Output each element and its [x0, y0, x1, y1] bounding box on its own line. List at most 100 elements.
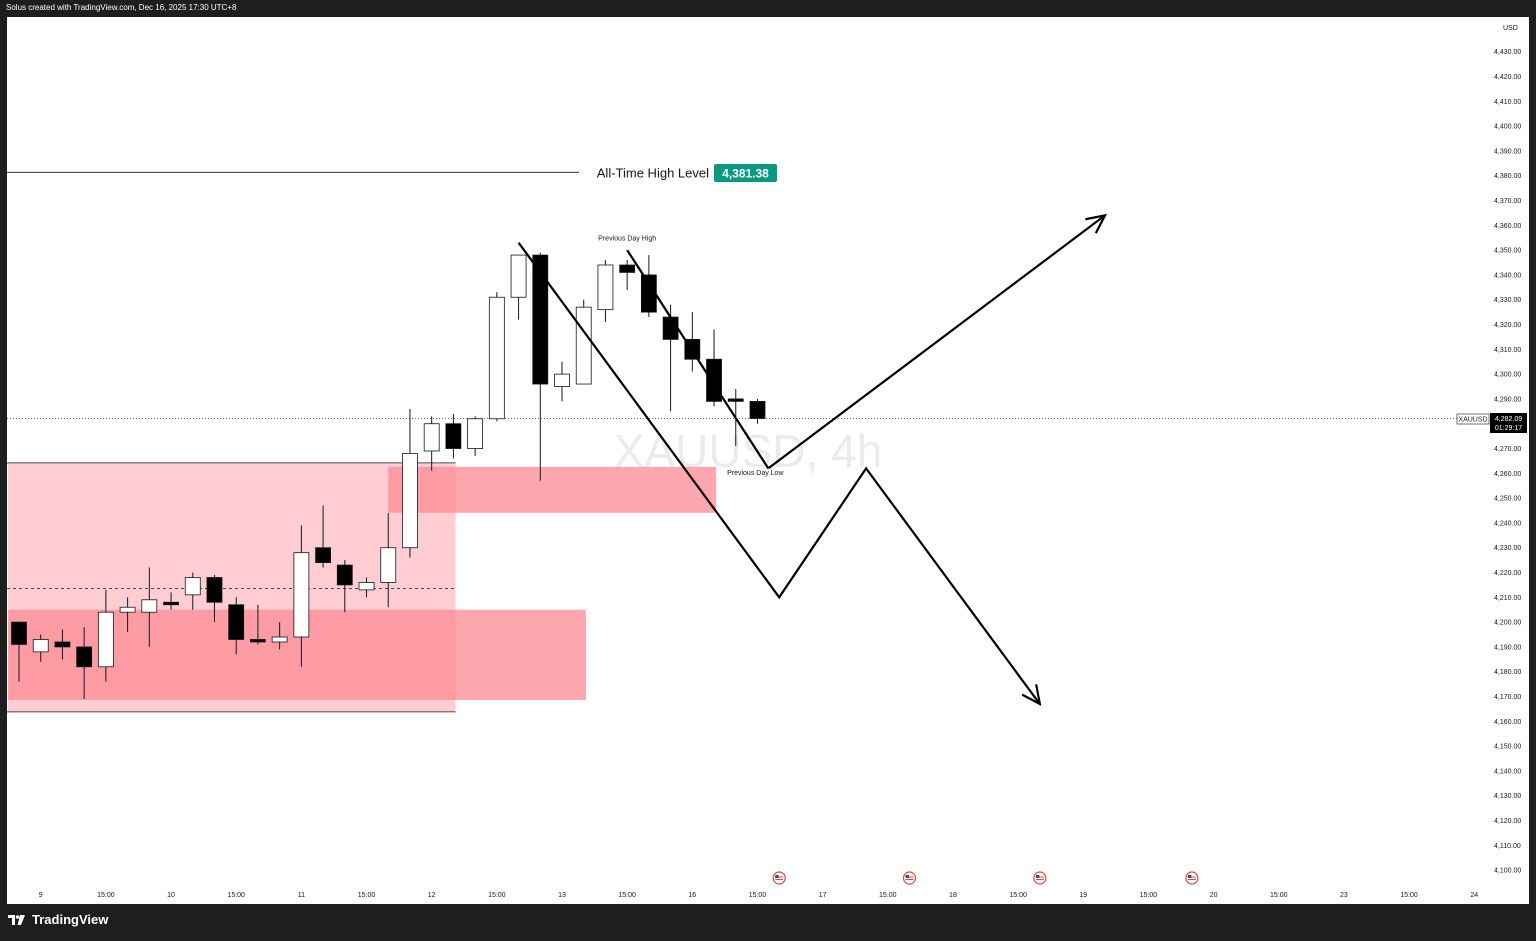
flag-canton: [1187, 875, 1192, 878]
economic-events[interactable]: [772, 871, 1199, 885]
candle-body: [402, 453, 418, 549]
candle-body: [749, 400, 766, 419]
flag-canton: [775, 875, 779, 878]
us-flag-event-icon[interactable]: [902, 871, 917, 885]
flag-field: [1187, 875, 1196, 881]
candle-body: [532, 254, 549, 385]
current-price-marker: XAUUSD 4,282.09 01:29:17: [1456, 413, 1527, 433]
bar-countdown: 01:29:17: [1495, 425, 1522, 432]
price-axis[interactable]: [1489, 17, 1529, 885]
footer-bar: [0, 905, 1536, 941]
candle-body: [467, 418, 484, 449]
candle-body: [445, 423, 462, 449]
candle-body: [228, 604, 245, 640]
price-tick-label: 4,260.00: [1494, 471, 1521, 478]
candle: [97, 589, 114, 682]
time-tick-label: 15:00: [1270, 892, 1288, 899]
flag-field: [905, 875, 914, 881]
snapshot-caption: Solus created with TradingView.com, Dec …: [6, 3, 237, 12]
time-tick-label: 23: [1340, 892, 1348, 899]
candle-body: [554, 373, 570, 387]
candle: [163, 592, 179, 610]
price-tick-label: 4,150.00: [1494, 744, 1521, 751]
flag-field: [1035, 875, 1044, 881]
ath-value: 4,381.38: [722, 167, 769, 181]
us-flag-event-icon[interactable]: [1033, 871, 1047, 885]
time-tick-label: 16: [688, 892, 696, 899]
time-tick-label: 18: [949, 892, 957, 899]
reference-lines: [7, 171, 1489, 589]
candle: [271, 622, 288, 650]
candle-body: [250, 639, 266, 643]
us-flag-event-icon[interactable]: [772, 871, 786, 885]
price-tick-label: 4,340.00: [1494, 272, 1521, 279]
candle: [597, 260, 614, 323]
candle: [184, 572, 201, 610]
price-tick-label: 4,330.00: [1494, 297, 1521, 304]
candle: [293, 525, 310, 667]
price-tick-label: 4,220.00: [1494, 570, 1521, 577]
bullish-arrowhead: [1085, 213, 1108, 234]
time-axis[interactable]: [7, 885, 1529, 904]
candle-body: [97, 611, 114, 668]
ath-badge: [714, 164, 777, 182]
plot-area[interactable]: [7, 17, 1489, 885]
candle: [206, 575, 223, 623]
tradingview-logo-icon: [8, 914, 25, 925]
candle-body: [271, 636, 288, 643]
candle: [32, 634, 49, 662]
candle-body: [597, 264, 614, 311]
price-tick-label: 4,350.00: [1494, 248, 1521, 255]
candle-body: [380, 547, 397, 583]
price-tick-label: 4,130.00: [1494, 793, 1521, 800]
price-tick-label: 4,430.00: [1494, 49, 1521, 56]
drawings: [517, 213, 1108, 706]
candle: [54, 629, 71, 660]
flag-canton: [1035, 875, 1040, 878]
price-tick-label: 4,250.00: [1494, 496, 1521, 503]
time-tick-label: 15:00: [749, 892, 767, 899]
us-flag-event-icon[interactable]: [1185, 871, 1199, 885]
candle-body: [119, 606, 136, 613]
time-tick-label: 9: [39, 892, 43, 899]
price-tick-label: 4,240.00: [1494, 520, 1521, 527]
price-tick-label: 4,310.00: [1494, 347, 1521, 354]
candle-body: [206, 577, 223, 603]
candle: [358, 577, 375, 598]
price-tick-label: 4,420.00: [1494, 74, 1521, 81]
brand[interactable]: TradingView: [8, 912, 108, 927]
previous-day-low-label: Previous Day Low: [727, 470, 784, 477]
time-tick-label: 13: [558, 892, 566, 899]
price-tick-label: 4,200.00: [1494, 620, 1521, 627]
time-tick-label: 15:00: [488, 892, 506, 899]
time-tick-label: 15:00: [358, 892, 376, 899]
candle: [467, 416, 484, 456]
currency-label: USD: [1503, 25, 1518, 32]
candle-body: [727, 398, 744, 402]
candle: [749, 398, 766, 424]
candle-body: [54, 641, 71, 648]
candle: [141, 567, 158, 647]
time-tick-label: 15:00: [618, 892, 636, 899]
price-tick-label: 4,180.00: [1494, 669, 1521, 676]
price-tick-label: 4,160.00: [1494, 719, 1521, 726]
price-tick-label: 4,230.00: [1494, 545, 1521, 552]
flag-field: [775, 875, 784, 881]
bearish-projection-path: [517, 242, 1041, 705]
price-tick-label: 4,140.00: [1494, 768, 1521, 775]
price-tick-label: 4,170.00: [1494, 694, 1521, 701]
all-time-high-marker: All-Time High Level 4,381.38: [597, 164, 777, 182]
brand-name: TradingView: [32, 912, 109, 927]
candle-body: [32, 639, 49, 653]
price-tick-label: 4,370.00: [1494, 198, 1521, 205]
price-tick-label: 4,390.00: [1494, 148, 1521, 155]
price-axis-ticks: USD 4,100.00 4,110.00 4,120.00 4,130.00 4,14…: [1494, 25, 1521, 875]
time-tick-label: 17: [819, 892, 827, 899]
price-tick-label: 4,290.00: [1494, 396, 1521, 403]
ath-label: All-Time High Level: [597, 166, 709, 181]
current-price-value: 4,282.09: [1495, 416, 1522, 423]
candle-body: [293, 552, 310, 638]
time-tick-label: 15:00: [879, 892, 897, 899]
